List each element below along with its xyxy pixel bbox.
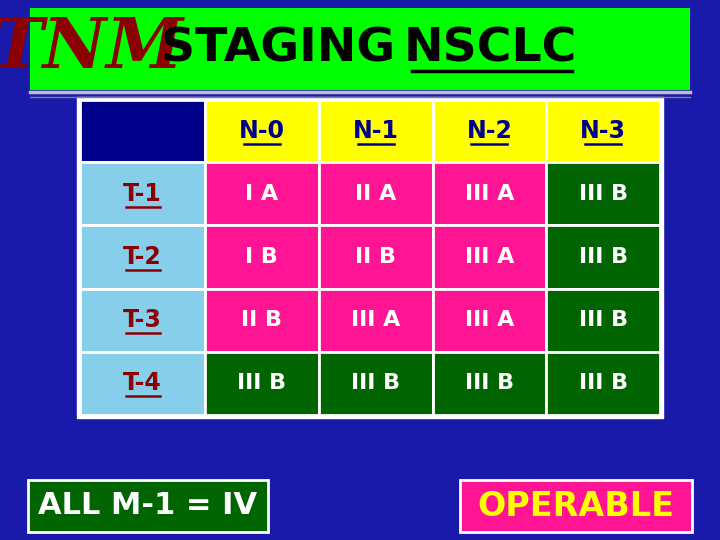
Text: III B: III B — [465, 373, 514, 393]
Text: III B: III B — [579, 373, 628, 393]
Text: III B: III B — [238, 373, 287, 393]
Text: STAGING: STAGING — [161, 26, 428, 71]
FancyBboxPatch shape — [80, 162, 205, 225]
Text: I A: I A — [246, 184, 279, 204]
FancyBboxPatch shape — [433, 100, 546, 162]
Text: III A: III A — [464, 310, 514, 330]
Text: N-3: N-3 — [580, 119, 626, 143]
FancyBboxPatch shape — [546, 352, 660, 415]
FancyBboxPatch shape — [80, 352, 205, 415]
FancyBboxPatch shape — [433, 288, 546, 352]
FancyBboxPatch shape — [205, 162, 319, 225]
FancyBboxPatch shape — [546, 100, 660, 162]
Text: I B: I B — [246, 247, 279, 267]
FancyBboxPatch shape — [80, 288, 205, 352]
Text: III A: III A — [351, 310, 400, 330]
FancyBboxPatch shape — [80, 100, 205, 162]
Text: III A: III A — [464, 247, 514, 267]
FancyBboxPatch shape — [80, 225, 205, 288]
Text: II B: II B — [355, 247, 396, 267]
Text: T-3: T-3 — [123, 308, 162, 332]
FancyBboxPatch shape — [319, 288, 433, 352]
Text: OPERABLE: OPERABLE — [477, 489, 675, 523]
FancyBboxPatch shape — [319, 352, 433, 415]
Text: II B: II B — [241, 310, 282, 330]
Text: T-2: T-2 — [123, 245, 162, 269]
Text: ALL M-1 = IV: ALL M-1 = IV — [38, 491, 258, 521]
FancyBboxPatch shape — [546, 162, 660, 225]
Text: TNM: TNM — [0, 15, 184, 83]
Text: II A: II A — [355, 184, 396, 204]
FancyBboxPatch shape — [433, 225, 546, 288]
Text: T-1: T-1 — [123, 181, 162, 206]
FancyBboxPatch shape — [205, 288, 319, 352]
FancyBboxPatch shape — [319, 100, 433, 162]
Text: III A: III A — [464, 184, 514, 204]
FancyBboxPatch shape — [28, 480, 268, 532]
FancyBboxPatch shape — [460, 480, 692, 532]
Text: III B: III B — [579, 310, 628, 330]
Text: N-2: N-2 — [467, 119, 513, 143]
Text: III B: III B — [351, 373, 400, 393]
Text: T-4: T-4 — [123, 372, 162, 395]
FancyBboxPatch shape — [205, 100, 319, 162]
FancyBboxPatch shape — [433, 162, 546, 225]
FancyBboxPatch shape — [319, 225, 433, 288]
FancyBboxPatch shape — [205, 225, 319, 288]
Text: N-1: N-1 — [353, 119, 399, 143]
FancyBboxPatch shape — [546, 225, 660, 288]
FancyBboxPatch shape — [433, 352, 546, 415]
FancyBboxPatch shape — [30, 8, 690, 90]
FancyBboxPatch shape — [546, 288, 660, 352]
Text: III B: III B — [579, 184, 628, 204]
FancyBboxPatch shape — [77, 97, 663, 418]
Text: III B: III B — [579, 247, 628, 267]
Text: NSCLC: NSCLC — [403, 26, 577, 71]
FancyBboxPatch shape — [205, 352, 319, 415]
Text: N-0: N-0 — [239, 119, 285, 143]
FancyBboxPatch shape — [319, 162, 433, 225]
